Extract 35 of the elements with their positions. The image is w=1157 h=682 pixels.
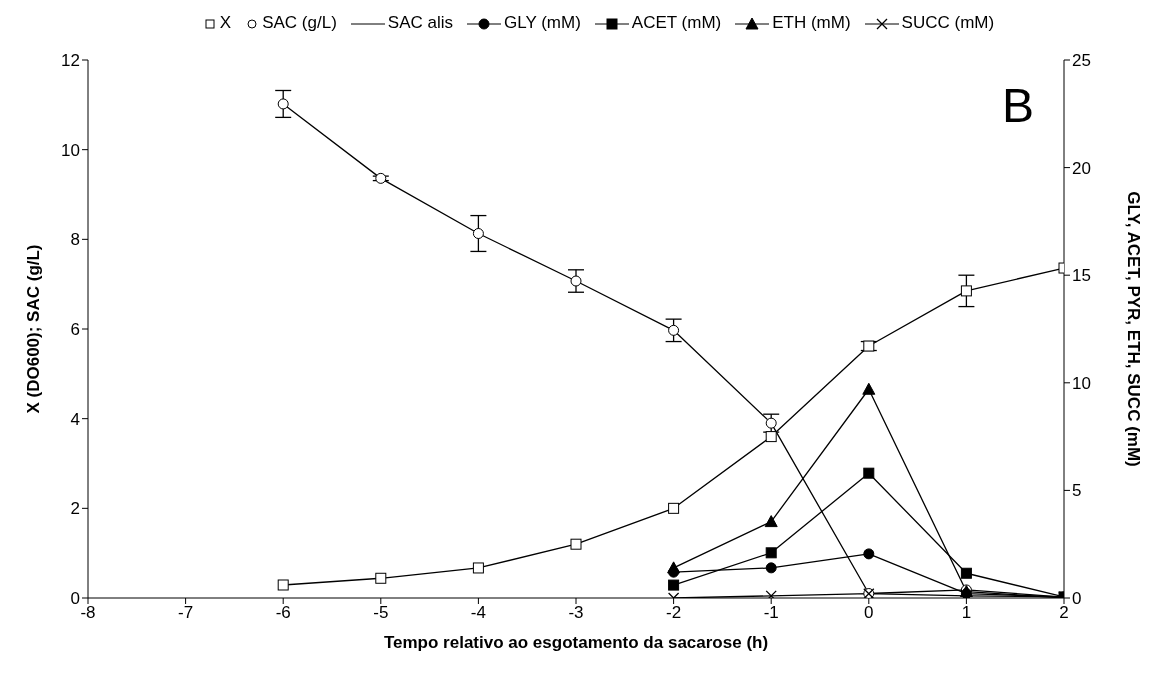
y-tick-label: 2: [70, 499, 80, 519]
y2-tick-label: 10: [1072, 373, 1091, 393]
legend-label: SAC (g/L): [262, 13, 337, 32]
y-tick-label: 8: [70, 230, 80, 250]
y-axis-title: X (DO600); SAC (g/L): [24, 244, 44, 414]
legend-label: SAC alis: [387, 13, 453, 32]
y2-tick-label: 25: [1072, 51, 1091, 71]
x-tick-label: -5: [373, 603, 389, 623]
x-tick-label: 0: [864, 603, 874, 623]
x-tick-label: -6: [275, 603, 291, 623]
y2-tick-label: 0: [1072, 589, 1082, 609]
y-tick-label: 4: [70, 409, 80, 429]
legend-label: GLY (mM): [504, 13, 581, 32]
x-tick-label: 2: [1059, 603, 1069, 623]
x-axis-title: Tempo relativo ao esgotamento da sacarose (h): [383, 633, 769, 652]
y-tick-label: 12: [61, 51, 80, 71]
y2-tick-label: 5: [1072, 481, 1082, 501]
legend-label: ACET (mM): [631, 13, 722, 32]
y-tick-label: 0: [70, 589, 80, 609]
x-tick-label: -2: [666, 603, 682, 623]
legend-label: SUCC (mM): [901, 13, 995, 32]
legend-label: X: [219, 13, 232, 32]
x-tick-label: -7: [178, 603, 194, 623]
y2-axis-title: GLY, ACET, PYR, ETH, SUCC (mM): [1123, 191, 1143, 467]
y2-tick-label: 20: [1072, 158, 1091, 178]
y2-tick-label: 15: [1072, 266, 1091, 286]
legend-label: ETH (mM): [772, 13, 851, 32]
x-tick-label: -1: [763, 603, 779, 623]
x-tick-label: -3: [568, 603, 584, 623]
y-tick-label: 10: [61, 140, 80, 160]
x-tick-label: -4: [470, 603, 486, 623]
y-tick-label: 6: [70, 320, 80, 340]
x-tick-label: -8: [80, 603, 96, 623]
x-tick-label: 1: [961, 603, 972, 623]
annotation: B: [1001, 78, 1034, 133]
